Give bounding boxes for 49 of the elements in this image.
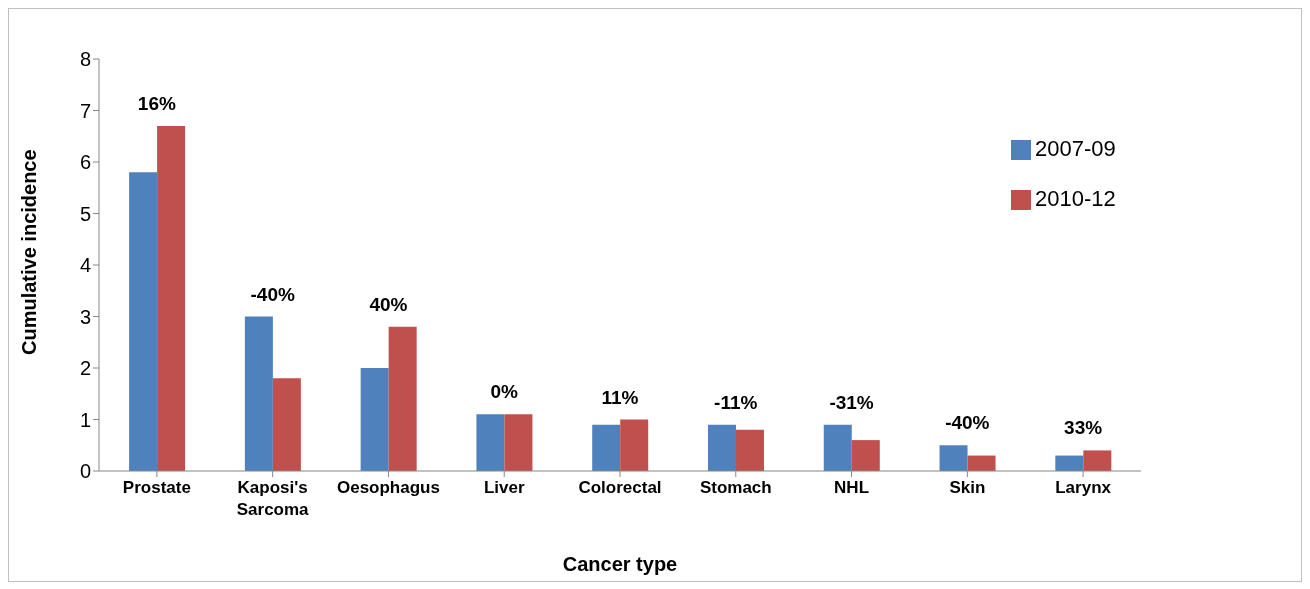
- bar: [272, 378, 301, 471]
- x-tick-label: NHL: [834, 478, 870, 497]
- y-tick-label: 8: [79, 48, 91, 71]
- x-tick-label: Liver: [483, 478, 525, 497]
- y-tick-label: 4: [79, 254, 91, 277]
- bar: [823, 424, 852, 471]
- y-tick-label: 1: [79, 408, 91, 431]
- bar: [504, 414, 533, 471]
- bar: [157, 125, 186, 471]
- bar: [244, 316, 273, 471]
- y-tick-label: 3: [79, 305, 91, 328]
- bar: [967, 455, 996, 471]
- x-axis-title: Cancer type: [562, 553, 678, 575]
- legend-label: 2010-12: [1035, 186, 1116, 211]
- annotation: 11%: [601, 386, 639, 408]
- bar: [707, 424, 736, 471]
- x-tick-label: Kaposi's Sarcoma: [236, 478, 310, 519]
- y-tick-label: 6: [79, 151, 91, 174]
- x-tick-label: Oesophagus: [336, 478, 440, 497]
- bar: [476, 414, 505, 471]
- annotation: -40%: [945, 412, 990, 434]
- bar: [129, 172, 158, 471]
- annotation: 40%: [369, 293, 408, 315]
- bar: [851, 440, 880, 471]
- x-tick-label: Stomach: [699, 478, 772, 497]
- annotation: 33%: [1064, 417, 1103, 439]
- bar: [1055, 455, 1084, 471]
- bar: [939, 445, 968, 471]
- bar: [388, 326, 417, 471]
- bar: [1083, 450, 1112, 471]
- x-tick-label: Skin: [949, 478, 986, 497]
- y-axis-title: Cumulative incidence: [18, 149, 41, 355]
- y-tick-label: 7: [79, 99, 91, 122]
- x-tick-label: Prostate: [122, 478, 191, 497]
- bar: [735, 429, 764, 471]
- legend-label: 2007-09: [1035, 136, 1116, 161]
- annotation: -40%: [250, 283, 295, 305]
- y-tick-label: 5: [79, 202, 91, 225]
- annotation: 16%: [137, 92, 177, 114]
- annotation: -11%: [714, 391, 758, 413]
- bar: [620, 419, 649, 471]
- annotation: -31%: [829, 391, 874, 413]
- annotation: 0%: [490, 381, 519, 403]
- bar: [360, 368, 389, 471]
- y-tick-label: 2: [79, 357, 91, 380]
- y-tick-label: 0: [79, 460, 91, 483]
- bar: [592, 424, 621, 471]
- x-tick-label: Colorectal: [578, 478, 662, 497]
- x-tick-label: Larynx: [1055, 478, 1112, 497]
